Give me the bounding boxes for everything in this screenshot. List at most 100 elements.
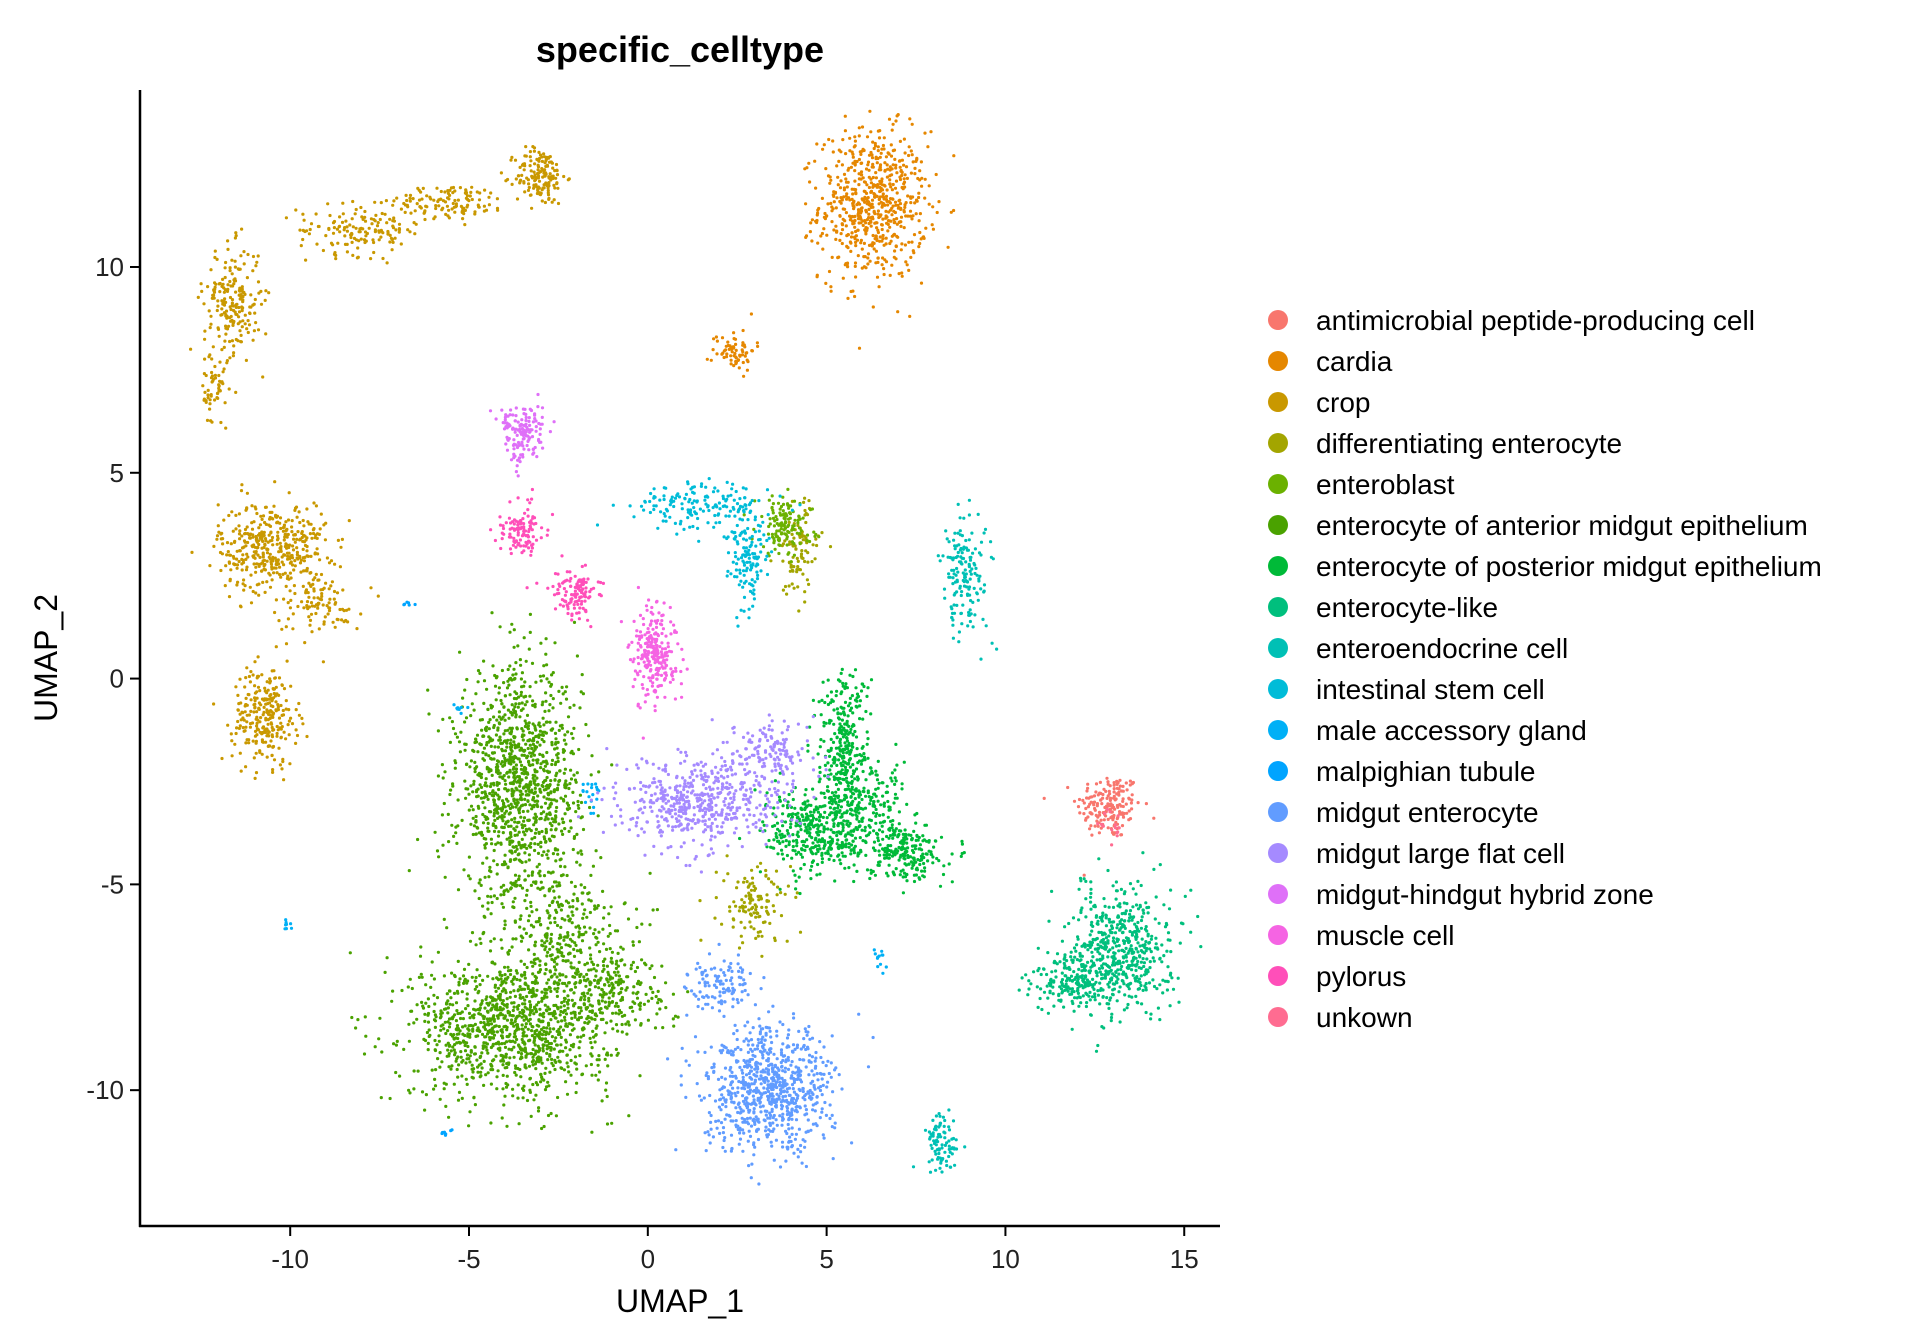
data-point	[491, 1016, 495, 1020]
data-point	[228, 577, 232, 581]
data-point	[741, 906, 745, 910]
data-point	[394, 1070, 398, 1075]
data-point	[528, 743, 532, 747]
data-point	[568, 819, 573, 823]
data-point	[533, 702, 537, 707]
data-point	[426, 1013, 430, 1017]
data-point	[421, 186, 425, 190]
data-point	[257, 593, 261, 597]
data-point	[304, 258, 308, 262]
data-point	[614, 1047, 619, 1051]
data-point	[547, 978, 551, 982]
data-point	[296, 530, 300, 534]
data-point	[545, 853, 549, 857]
data-point	[314, 572, 318, 577]
data-point	[1042, 796, 1046, 801]
data-point	[270, 567, 274, 571]
data-point	[505, 770, 510, 775]
data-point	[254, 264, 258, 268]
data-point	[432, 198, 436, 202]
data-point	[251, 338, 255, 342]
data-point	[558, 778, 562, 783]
data-point	[224, 426, 228, 430]
data-point	[426, 1041, 430, 1045]
data-point	[496, 760, 501, 764]
data-point	[218, 550, 223, 555]
data-point	[380, 1050, 384, 1054]
data-point	[245, 713, 249, 717]
data-point	[489, 1068, 493, 1072]
data-point	[373, 219, 377, 223]
data-point	[1098, 780, 1102, 785]
data-point	[863, 255, 867, 259]
data-point	[510, 155, 514, 159]
data-point	[233, 563, 237, 567]
data-point	[242, 588, 246, 592]
data-point	[488, 784, 493, 789]
data-point	[480, 728, 484, 732]
data-point	[485, 1017, 489, 1021]
data-point	[505, 789, 509, 793]
data-point	[838, 214, 842, 218]
data-point	[246, 319, 250, 323]
data-point	[573, 985, 578, 989]
data-point	[500, 717, 504, 721]
data-point	[492, 814, 496, 818]
data-point	[835, 229, 839, 233]
data-point	[1144, 802, 1148, 806]
data-point	[272, 691, 276, 696]
data-point	[537, 150, 541, 154]
data-point	[473, 1103, 477, 1107]
data-point	[714, 896, 718, 900]
data-point	[918, 178, 922, 182]
data-point	[327, 609, 332, 613]
data-point	[517, 1014, 521, 1018]
data-point	[362, 1052, 367, 1056]
data-point	[562, 999, 566, 1003]
data-point	[263, 298, 267, 302]
data-point	[850, 187, 854, 191]
data-point	[866, 163, 870, 167]
data-point	[388, 217, 392, 221]
data-point	[496, 1069, 500, 1073]
data-point	[530, 661, 535, 666]
data-point	[1136, 801, 1140, 805]
data-point	[230, 318, 234, 322]
data-point	[503, 811, 507, 816]
data-point	[866, 160, 871, 164]
data-point	[489, 1022, 494, 1026]
data-point	[234, 231, 238, 235]
data-point	[469, 714, 473, 718]
data-point	[849, 241, 853, 245]
data-point	[537, 1000, 541, 1005]
data-point	[242, 578, 246, 582]
data-point	[780, 531, 784, 535]
data-point	[450, 1064, 454, 1068]
data-point	[890, 213, 894, 217]
data-point	[882, 197, 886, 201]
data-point	[278, 572, 282, 577]
data-point	[270, 669, 274, 673]
data-point	[268, 716, 272, 721]
data-point	[393, 236, 397, 240]
data-point	[804, 536, 808, 540]
data-point	[508, 972, 513, 977]
data-point	[494, 989, 498, 994]
data-point	[501, 999, 505, 1003]
data-point	[496, 769, 500, 773]
data-point	[543, 1003, 547, 1007]
data-point	[523, 719, 527, 723]
data-point	[373, 1045, 377, 1049]
data-point	[471, 1027, 475, 1031]
data-point	[395, 1039, 399, 1043]
data-point	[1082, 873, 1086, 877]
data-point	[910, 240, 914, 244]
data-point	[824, 281, 828, 285]
data-point	[534, 818, 538, 823]
data-point	[524, 145, 528, 149]
data-point	[525, 1098, 530, 1103]
data-point	[280, 627, 284, 631]
data-point	[523, 970, 527, 975]
data-point	[281, 757, 285, 761]
data-point	[480, 1032, 485, 1036]
